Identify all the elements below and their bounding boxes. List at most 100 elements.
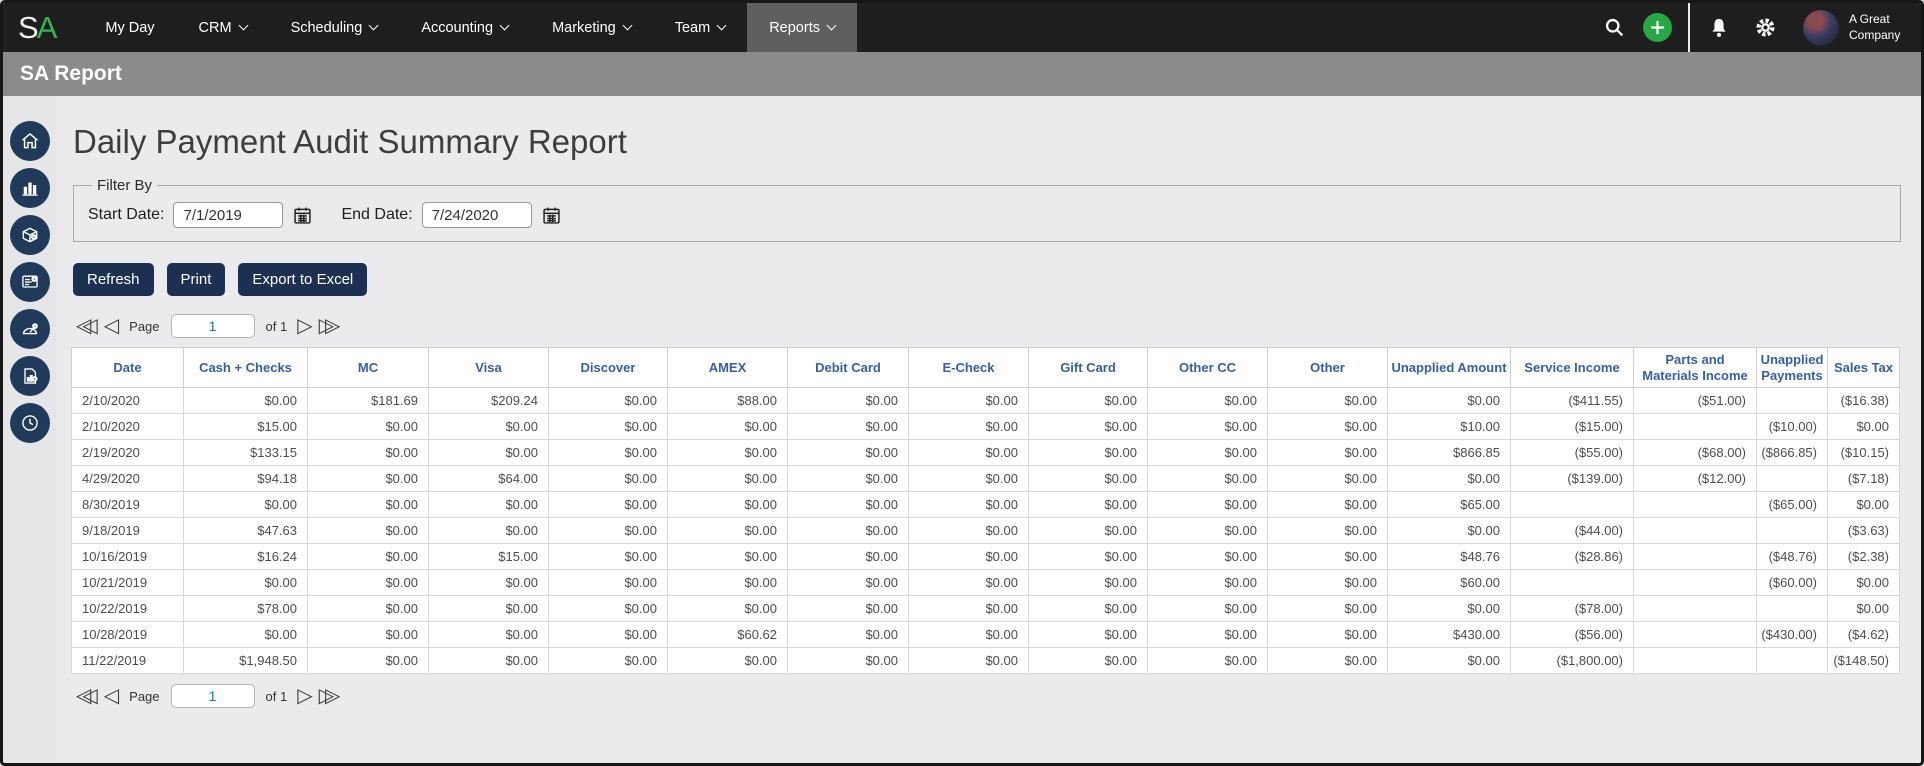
last-page-button[interactable]: ▷▷ [316, 686, 344, 706]
next-page-button[interactable]: ▷ [294, 316, 315, 336]
column-header-mc[interactable]: MC [307, 346, 429, 389]
amount-cell: $94.18 [183, 465, 308, 493]
amount-cell: $0.00 [1028, 465, 1148, 493]
amount-cell: $0.00 [428, 595, 549, 623]
amount-cell: $0.00 [183, 621, 308, 649]
notifications-button[interactable] [1690, 17, 1742, 39]
table-row: 11/22/2019 $1,948.50 $0.00 $0.00 $0.00 $0.00 $… [71, 647, 1900, 675]
amount-cell: $0.00 [307, 517, 429, 545]
amount-cell: $0.00 [307, 569, 429, 597]
next-page-button[interactable]: ▷ [294, 686, 315, 706]
amount-cell: $0.00 [667, 465, 788, 493]
logo-letter-a: A [36, 9, 58, 45]
amount-cell: $0.00 [1827, 413, 1900, 441]
amount-cell: $0.00 [1387, 387, 1511, 415]
amount-cell: $0.00 [667, 413, 788, 441]
column-header-visa[interactable]: Visa [428, 346, 549, 389]
refresh-button[interactable]: Refresh [73, 263, 154, 296]
app-logo[interactable]: S A [3, 3, 83, 52]
nav-item-team[interactable]: Team [653, 3, 747, 52]
column-header-gift-card[interactable]: Gift Card [1028, 346, 1148, 389]
prev-page-button[interactable]: ◁ [101, 316, 122, 336]
end-date-calendar-button[interactable] [541, 205, 562, 226]
column-header-discover[interactable]: Discover [548, 346, 668, 389]
amount-cell: ($4.62) [1827, 621, 1900, 649]
prev-page-button[interactable]: ◁ [101, 686, 122, 706]
table-row: 4/29/2020 $94.18 $0.00 $64.00 $0.00 $0.00 $0.0… [71, 465, 1900, 493]
amount-cell: ($3.63) [1827, 517, 1900, 545]
main-menu: My Day CRM Scheduling Accounting Marketing Te… [83, 3, 857, 52]
column-header-other-cc[interactable]: Other CC [1147, 346, 1268, 389]
sidebar-item-forms[interactable] [9, 262, 50, 302]
sidebar-item-inventory[interactable] [9, 215, 50, 255]
amount-cell: $430.00 [1387, 621, 1511, 649]
table-row: 9/18/2019 $47.63 $0.00 $0.00 $0.00 $0.00 $0.00… [71, 517, 1900, 545]
amount-cell: $48.76 [1387, 543, 1511, 571]
nav-item-crm[interactable]: CRM [177, 3, 269, 52]
logo-letter-s: S [18, 9, 39, 45]
gear-icon [1756, 18, 1775, 37]
amount-cell: $0.00 [307, 543, 429, 571]
amount-cell: $0.00 [1028, 595, 1148, 623]
amount-cell: $0.00 [548, 491, 668, 519]
first-page-button[interactable]: ◁◁ [73, 316, 101, 336]
amount-cell: ($1,800.00) [1510, 647, 1634, 675]
amount-cell: $78.00 [183, 595, 308, 623]
amount-cell: $1,948.50 [183, 647, 308, 675]
column-header-debit-card[interactable]: Debit Card [787, 346, 909, 389]
nav-item-accounting[interactable]: Accounting [399, 3, 530, 52]
column-header-unapplied-payments[interactable]: Unapplied Payments [1756, 346, 1828, 389]
sidebar-item-charts[interactable] [9, 168, 50, 208]
search-button[interactable] [1592, 17, 1637, 38]
table-row: 10/16/2019 $16.24 $0.00 $15.00 $0.00 $0.00 $0.… [71, 543, 1900, 571]
add-button[interactable] [1643, 13, 1672, 42]
nav-item-reports[interactable]: Reports [747, 3, 857, 52]
amount-cell: $0.00 [428, 647, 549, 675]
nav-item-label: CRM [198, 19, 232, 36]
export-to-excel-button[interactable]: Export to Excel [238, 263, 368, 296]
start-date-calendar-button[interactable] [292, 205, 313, 226]
settings-button[interactable] [1742, 16, 1789, 39]
date-cell: 2/10/2020 [71, 413, 184, 441]
page-label: Page [129, 318, 160, 334]
column-header-amex[interactable]: AMEX [667, 346, 788, 389]
column-header-sales-tax[interactable]: Sales Tax [1827, 346, 1900, 389]
column-header-other[interactable]: Other [1267, 346, 1388, 389]
nav-item-scheduling[interactable]: Scheduling [269, 3, 400, 52]
nav-item-my-day[interactable]: My Day [83, 3, 176, 52]
last-page-icon: ▷▷ [318, 685, 341, 708]
last-page-button[interactable]: ▷▷ [316, 316, 344, 336]
amount-cell [1756, 517, 1828, 545]
column-header-unapplied-amount[interactable]: Unapplied Amount [1387, 346, 1511, 389]
sidebar-item-reports[interactable] [9, 356, 50, 396]
nav-item-marketing[interactable]: Marketing [530, 3, 653, 52]
page-number-input[interactable] [170, 314, 255, 338]
user-avatar[interactable] [1803, 9, 1839, 46]
first-page-button[interactable]: ◁◁ [73, 686, 101, 706]
amount-cell: $0.00 [1147, 517, 1268, 545]
column-header-cash-checks[interactable]: Cash + Checks [183, 346, 308, 389]
column-header-e-check[interactable]: E-Check [908, 346, 1029, 389]
column-header-date[interactable]: Date [71, 346, 184, 389]
amount-cell: $0.00 [428, 491, 549, 519]
end-date-input[interactable] [421, 202, 532, 228]
amount-cell [1633, 621, 1757, 649]
amount-cell: $0.00 [1028, 621, 1148, 649]
column-header-parts-and-materials-income[interactable]: Parts and Materials Income [1633, 346, 1757, 389]
page-number-input[interactable] [170, 684, 255, 709]
chevron-down-icon [622, 20, 633, 31]
sidebar-item-history[interactable] [9, 403, 50, 443]
sidebar-item-home[interactable] [9, 121, 50, 161]
start-date-input[interactable] [173, 202, 284, 228]
amount-cell [1633, 517, 1757, 545]
date-cell: 10/28/2019 [71, 621, 184, 649]
amount-cell: $0.00 [787, 491, 909, 519]
sidebar-item-dashboard[interactable] [9, 309, 50, 349]
date-cell: 10/21/2019 [71, 569, 184, 597]
amount-cell: $0.00 [1028, 439, 1148, 467]
column-header-service-income[interactable]: Service Income [1510, 346, 1634, 389]
next-page-icon: ▷ [297, 685, 313, 708]
amount-cell: $0.00 [787, 595, 909, 623]
amount-cell: $0.00 [428, 569, 549, 597]
print-button[interactable]: Print [166, 263, 226, 296]
